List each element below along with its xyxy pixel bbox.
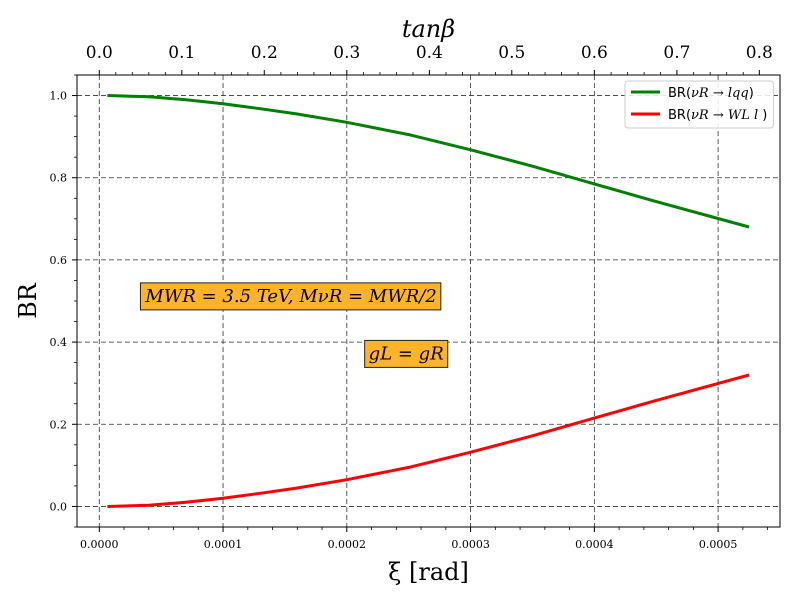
legend-label: BR(νR → lqq) [668, 86, 754, 101]
annotation-box: gL = gR [364, 339, 449, 368]
x-axis-title: ξ [rad] [388, 558, 469, 586]
axis-ticks: 0.0000 0.0001 0.0002 0.0003 0.0004 0.0005 0.0 0… [50, 43, 773, 551]
y-axis-title: BR [14, 282, 42, 319]
top-axis-title: tanβ [402, 15, 455, 43]
y-tick-label: 0.0 [50, 500, 68, 513]
top-tick-label: 0.7 [663, 43, 690, 63]
annotations: MWR = 3.5 TeV, MνR = MWR/2 gL = gR [139, 282, 449, 368]
y-tick-label: 0.4 [50, 336, 68, 349]
y-tick-label: 0.6 [50, 254, 68, 267]
x-tick-label: 0.0000 [80, 538, 119, 551]
x-tick-label: 0.0001 [204, 538, 243, 551]
top-tick-label: 0.0 [86, 43, 113, 63]
top-tick-label: 0.6 [581, 43, 608, 63]
y-tick-label: 0.8 [50, 172, 68, 185]
annotation-text: gL = gR [369, 343, 444, 364]
legend: BR(νR → lqq) BR(νR → WL l ) [624, 80, 774, 129]
y-tick-label: 0.2 [50, 418, 68, 431]
top-tick-label: 0.1 [168, 43, 195, 63]
annotation-text: MWR = 3.5 TeV, MνR = MWR/2 [144, 286, 436, 307]
series-line [107, 94, 750, 229]
top-tick-label: 0.3 [333, 43, 360, 63]
x-tick-label: 0.0003 [451, 538, 490, 551]
y-tick-label: 1.0 [50, 90, 68, 103]
series-line [107, 373, 750, 508]
annotation-box: MWR = 3.5 TeV, MνR = MWR/2 [139, 282, 442, 311]
annotation-background [139, 282, 442, 311]
series-lines [107, 94, 750, 508]
x-tick-label: 0.0005 [699, 538, 738, 551]
top-tick-label: 0.4 [416, 43, 443, 63]
annotation-background [364, 339, 449, 368]
top-tick-label: 0.5 [498, 43, 525, 63]
x-tick-label: 0.0002 [328, 538, 367, 551]
legend-label: BR(νR → WL l ) [668, 108, 767, 123]
legend-frame [624, 80, 774, 129]
top-tick-label: 0.8 [746, 43, 773, 63]
x-tick-label: 0.0004 [575, 538, 614, 551]
top-tick-label: 0.2 [251, 43, 278, 63]
